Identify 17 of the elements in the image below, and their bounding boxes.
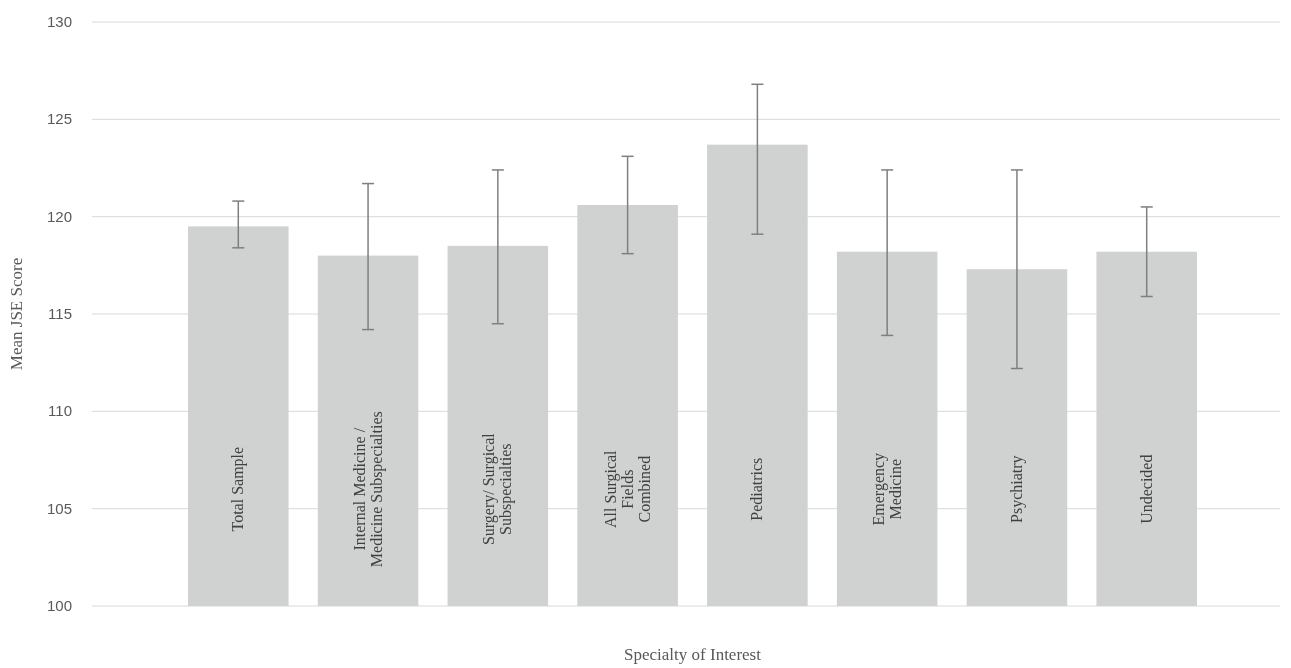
x-tick-label: Surgery/ Surgical Subspecialties <box>480 432 516 546</box>
y-tick-label: 120 <box>46 207 72 225</box>
x-axis-title: Specialty of Interest <box>624 645 762 664</box>
x-tick-label: Psychiatry <box>1007 455 1026 523</box>
x-tick-label: Total Sample <box>229 446 248 532</box>
x-tick-label: Undecided <box>1137 454 1155 524</box>
x-tick-label: Pediatrics <box>748 457 766 521</box>
x-tick-label: All Surgical Fields Combined <box>601 449 653 528</box>
y-tick-label: 105 <box>46 499 72 517</box>
x-tick-label: Internal Medicine / Medicine Subspecialties <box>350 411 386 568</box>
y-tick-label: 130 <box>46 13 72 30</box>
y-tick-label: 100 <box>46 597 72 614</box>
y-tick-label: 115 <box>48 305 72 322</box>
y-axis-title: Mean JSE Score <box>7 257 26 371</box>
y-tick-label: 125 <box>46 110 72 128</box>
x-tick-label: Emergency Medicine <box>869 452 904 526</box>
y-tick-label: 110 <box>48 402 72 420</box>
